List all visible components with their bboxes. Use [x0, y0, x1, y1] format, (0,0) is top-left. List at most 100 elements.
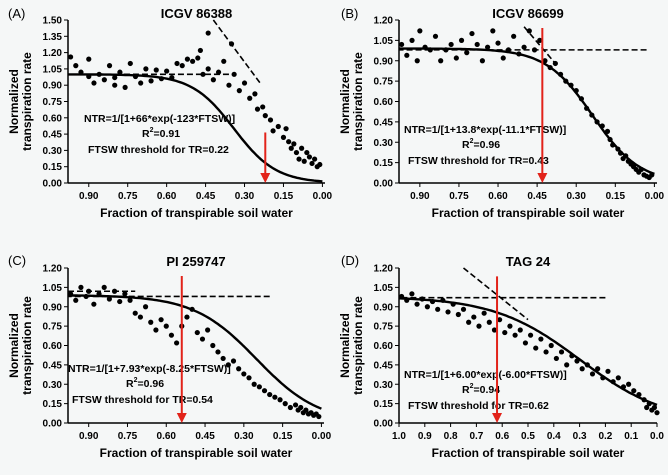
chart-panel: (B) ICGV 86699 0.00 0.15 0.30 0.45 0.60 0.75 0.9…: [338, 6, 665, 220]
data-point: [399, 41, 405, 48]
data-point: [153, 67, 159, 73]
equation-label: NTR=1/[1+66*exp(-123*FTSW)]: [84, 113, 235, 125]
data-point: [512, 332, 518, 338]
fitted-curve: [68, 73, 323, 183]
data-point: [502, 329, 508, 336]
x-tick-label: 0.00: [312, 431, 332, 442]
y-tick-label: 0.15: [374, 158, 394, 169]
data-point: [291, 141, 297, 147]
threshold-label: FTSW threshold for TR=0.54: [72, 394, 213, 406]
data-point: [267, 391, 273, 398]
data-point: [497, 317, 503, 323]
data-point: [205, 66, 211, 72]
y-tick-label: 1.50: [43, 16, 63, 27]
data-point: [474, 41, 480, 48]
data-point: [256, 384, 262, 390]
fitted-curve: [67, 294, 322, 410]
x-tick-label: 0.2: [598, 431, 612, 442]
data-point: [230, 358, 237, 364]
data-point: [481, 310, 487, 316]
data-point: [252, 91, 258, 97]
data-point: [445, 309, 451, 315]
y-tick-label: 1.20: [374, 264, 394, 275]
data-point: [466, 319, 472, 325]
data-point: [231, 71, 237, 77]
y-tick-label: 0.30: [374, 138, 394, 149]
r-squared-value: =0.94: [474, 384, 501, 396]
x-tick-label: 0.45: [195, 431, 215, 442]
data-point: [277, 397, 283, 403]
y-tick-label: 0.60: [374, 341, 394, 352]
data-point: [432, 33, 439, 39]
y-tick-label: 0.90: [43, 302, 63, 313]
data-point: [73, 63, 79, 69]
x-tick-label: 0.1: [624, 431, 638, 442]
x-axis-label: Fraction of transpirable soil water: [100, 206, 293, 220]
y-tick-label: 1.20: [43, 48, 63, 59]
data-point: [184, 56, 191, 62]
data-point: [137, 314, 144, 320]
x-axis-label: Fraction of transpirable soil water: [100, 446, 293, 460]
y-tick-label: 0.30: [374, 380, 394, 391]
y-tick-label: 0.15: [43, 162, 63, 173]
data-point: [511, 33, 517, 39]
data-point: [225, 362, 231, 368]
data-point: [654, 410, 660, 416]
data-point: [91, 301, 97, 307]
x-tick-label: 0.4: [547, 431, 561, 442]
data-point: [490, 28, 496, 34]
data-point: [78, 284, 84, 290]
fitted-curve: [399, 47, 655, 176]
data-point: [190, 58, 196, 64]
data-point: [404, 52, 410, 58]
data-point: [184, 314, 190, 320]
data-point: [254, 106, 261, 112]
data-point: [241, 371, 247, 377]
y-tick-label: 0.45: [43, 130, 63, 141]
x-tick-label: 0.8: [444, 431, 458, 442]
threshold-label: FTSW threshold for TR=0.43: [408, 155, 549, 167]
x-tick-label: 0.45: [196, 191, 216, 202]
chart-title: TAG 24: [506, 254, 551, 269]
data-point: [205, 30, 211, 36]
data-point: [127, 60, 133, 67]
x-tick-label: 0.30: [235, 191, 255, 202]
data-point: [564, 362, 570, 368]
data-point: [417, 28, 423, 34]
data-point: [453, 55, 459, 61]
data-point: [101, 284, 107, 290]
threshold-arrow-head: [492, 413, 503, 423]
x-tick-label: 0.30: [234, 431, 254, 442]
chart-title: ICGV 86699: [492, 6, 564, 21]
data-point: [283, 126, 289, 132]
data-point: [117, 298, 123, 305]
data-point: [409, 291, 415, 297]
data-point: [246, 375, 252, 381]
chart-panel: (D) TAG 24 0.00 0.15 0.30 0.45 0.60 0.75 0.90 1.0…: [338, 253, 664, 460]
data-point: [626, 381, 632, 387]
data-point: [414, 301, 420, 307]
y-tick-label: 0.60: [43, 113, 63, 124]
y-axis-label-line: transpiration rate: [20, 296, 34, 395]
data-point: [476, 323, 482, 329]
data-point: [306, 154, 313, 160]
data-point: [267, 117, 274, 123]
data-point: [435, 306, 441, 312]
data-point: [495, 40, 501, 46]
data-point: [301, 158, 307, 164]
data-point: [486, 319, 492, 325]
data-point: [106, 63, 113, 69]
data-point: [215, 349, 221, 355]
data-point: [200, 71, 206, 77]
data-point: [210, 77, 216, 83]
y-axis-label: Normalizedtranspiration rate: [7, 52, 34, 151]
y-tick-label: 1.35: [43, 32, 63, 43]
data-point: [153, 327, 159, 333]
data-point: [236, 88, 242, 94]
data-point: [424, 304, 430, 310]
data-point: [117, 69, 123, 75]
data-point: [106, 296, 112, 302]
data-point: [67, 54, 74, 60]
r-squared-exponent: 2: [150, 127, 154, 134]
y-tick-label: 0.90: [374, 56, 394, 67]
